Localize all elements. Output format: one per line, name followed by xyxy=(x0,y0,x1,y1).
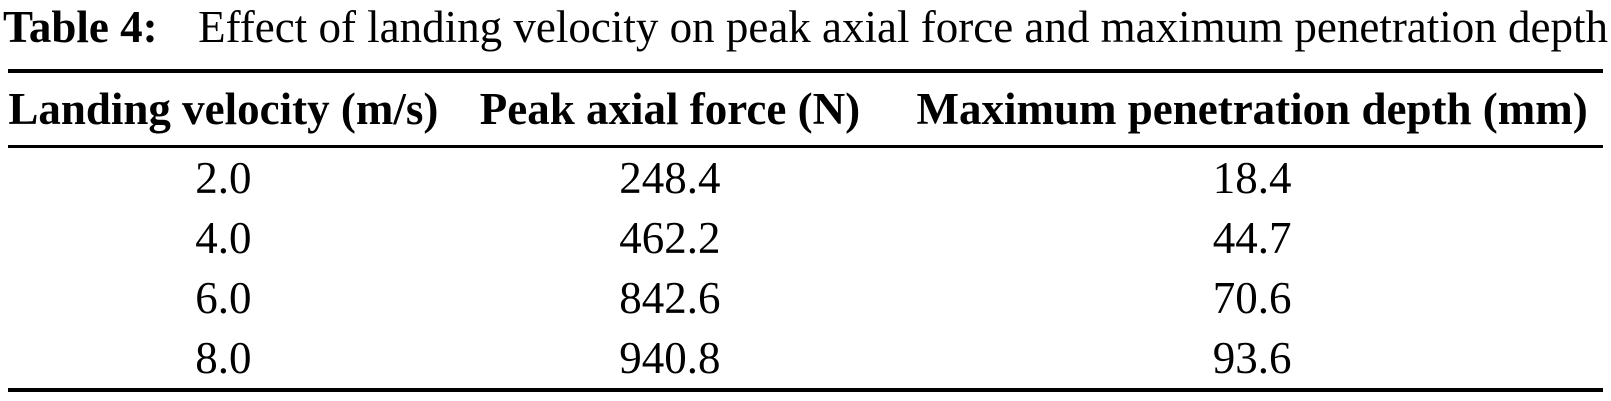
table-row: 4.0 462.2 44.7 xyxy=(8,208,1603,268)
column-header-landing-velocity: Landing velocity (m/s) xyxy=(8,68,439,148)
cell-peak-axial-force: 940.8 xyxy=(438,327,902,392)
cell-landing-velocity: 4.0 xyxy=(195,212,252,263)
cell-peak-axial-force: 248.4 xyxy=(619,152,721,203)
cell-landing-velocity: 2.0 xyxy=(195,152,252,203)
cell-peak-axial-force: 462.2 xyxy=(619,212,721,263)
table-row: 8.0 940.8 93.6 xyxy=(8,327,1603,392)
table-caption: Table 4: Effect of landing velocity on pe… xyxy=(0,0,1611,54)
cell-max-penetration-depth: 44.7 xyxy=(1212,212,1292,263)
cell-max-penetration-depth: 70.6 xyxy=(1212,272,1292,323)
cell-landing-velocity: 6.0 xyxy=(195,272,252,323)
header-row: Landing velocity (m/s) Peak axial force … xyxy=(8,68,1603,148)
cell-peak-axial-force: 842.6 xyxy=(619,272,721,323)
table-caption-text: Effect of landing velocity on peak axial… xyxy=(198,2,1609,52)
column-header-max-penetration-depth: Maximum penetration depth (mm) xyxy=(901,68,1603,148)
results-table: Landing velocity (m/s) Peak axial force … xyxy=(8,68,1603,392)
cell-max-penetration-depth: 93.6 xyxy=(901,327,1603,392)
table-caption-label: Table 4: xyxy=(2,2,158,52)
column-header-peak-axial-force: Peak axial force (N) xyxy=(438,68,902,148)
table-row: 6.0 842.6 70.6 xyxy=(8,268,1603,328)
table-row: 2.0 248.4 18.4 xyxy=(8,146,1603,208)
cell-landing-velocity: 8.0 xyxy=(8,327,439,392)
cell-max-penetration-depth: 18.4 xyxy=(1212,152,1292,203)
